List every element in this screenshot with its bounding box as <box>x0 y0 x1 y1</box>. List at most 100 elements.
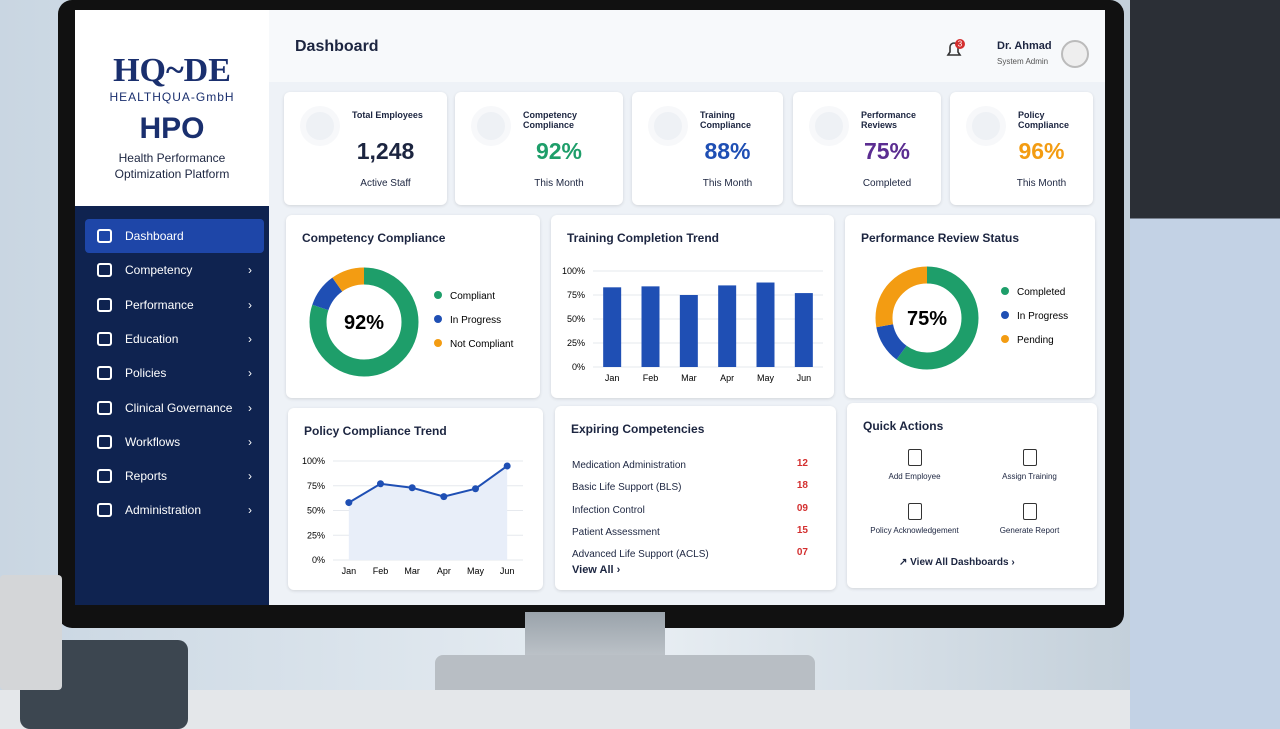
competency-name: Patient Assessment <box>572 526 660 538</box>
competency-name: Medication Administration <box>572 460 686 471</box>
kpi-icon <box>966 106 1006 146</box>
kpi-card: Competency Compliance 92% This Month <box>455 92 623 205</box>
nav-icon <box>97 297 112 312</box>
bar <box>603 287 622 367</box>
company: HEALTHQUA-GmbH <box>109 90 235 104</box>
x-tick-label: Apr <box>720 373 734 383</box>
kpi-card: Total Employees 1,248 Active Staff <box>284 92 447 205</box>
quick-action[interactable]: Generate Report <box>972 499 1087 549</box>
nav-item[interactable]: Policies › <box>85 356 264 390</box>
nav-icon <box>97 229 112 243</box>
expiring-card: Expiring Competencies View All › Medicat… <box>555 406 836 590</box>
kpi-label: Competency Compliance <box>523 110 578 130</box>
y-tick-label: 75% <box>567 290 585 300</box>
chevron: › <box>248 263 252 278</box>
kpi-label: Training Compliance <box>700 110 752 130</box>
quick-actions-card: Quick Actions ↗ View All Dashboards › Ad… <box>847 403 1097 588</box>
chevron: › <box>248 503 252 518</box>
y-tick-label: 50% <box>567 314 585 324</box>
avatar[interactable] <box>1061 40 1089 68</box>
card-title: Quick Actions <box>863 419 944 433</box>
logo: HQ~DE <box>113 52 231 89</box>
point <box>408 484 416 492</box>
bar <box>756 282 775 367</box>
person <box>1130 0 1280 729</box>
donut-center: 92% <box>344 312 384 334</box>
quick-action[interactable]: Add Employee <box>857 445 972 495</box>
competency-name: Basic Life Support (BLS) <box>572 482 682 494</box>
legend-label: Compliant <box>450 291 495 302</box>
y-tick-label: 100% <box>302 456 325 466</box>
nav-label: Policies <box>125 366 167 381</box>
nav-item[interactable]: Reports › <box>85 459 264 493</box>
action-label: Policy Acknowledgement <box>870 526 959 535</box>
x-tick-label: Mar <box>404 566 420 576</box>
kpi-label: Total Employees <box>352 110 423 120</box>
chart: 0% 25% 50% 75% 100% Jan Feb Mar Apr May Jun <box>562 266 823 383</box>
nav-item[interactable]: Administration › <box>85 493 264 527</box>
brand-panel: HQ~DE HEALTHQUA-GmbH HPO Health Performa… <box>75 10 269 206</box>
quick-action[interactable]: Assign Training <box>972 445 1087 495</box>
donut-segment <box>875 266 979 370</box>
y-tick-label: 75% <box>307 481 325 491</box>
page-title: Dashboard <box>295 38 379 55</box>
nav-item[interactable]: Performance › <box>85 288 264 322</box>
kpi-caption: Active Staff <box>360 178 411 189</box>
product: HPO <box>139 112 205 145</box>
user-role: System Admin <box>997 57 1049 66</box>
kpi-caption: Completed <box>862 178 912 189</box>
y-tick-label: 100% <box>562 266 585 276</box>
nav-icon <box>97 469 112 484</box>
training-card: Training Completion Trend 0% 25% 50% 75% 100%… <box>551 215 834 398</box>
bar <box>718 285 737 367</box>
y-tick-label: 25% <box>307 530 325 540</box>
card-title: Policy Compliance Trend <box>304 424 447 438</box>
legend-label: In Progress <box>1017 311 1068 322</box>
bell[interactable]: 3 <box>943 38 967 62</box>
legend-dot <box>434 339 442 347</box>
chevron: › <box>248 366 252 381</box>
x-tick-label: Jun <box>797 373 812 383</box>
competency-count: 09 <box>796 502 808 514</box>
nav-item[interactable]: Education › <box>85 322 264 356</box>
nav-label: Performance <box>125 297 194 312</box>
y-tick-label: 0% <box>312 555 325 565</box>
bar <box>679 295 698 367</box>
bar <box>641 286 660 367</box>
kpi-caption: This Month <box>534 178 584 189</box>
competency-card: Competency Compliance Compliant In Progres… <box>286 215 540 398</box>
nav-label: Education <box>125 331 179 346</box>
view-dashboards[interactable]: ↗ View All Dashboards › <box>899 557 1015 568</box>
x-tick-label: Jan <box>605 373 620 383</box>
chevron: › <box>248 400 252 415</box>
badge-count: 3 <box>958 40 963 49</box>
point <box>377 480 384 488</box>
kpi-card: Performance Reviews 75% Completed <box>793 92 941 205</box>
policy-card: Policy Compliance Trend 0% 25% 50% 75% 100% Ja… <box>288 408 543 590</box>
nav-item[interactable]: Dashboard <box>85 219 264 253</box>
legend-label: In Progress <box>450 315 501 326</box>
y-tick-label: 50% <box>307 506 325 516</box>
legend-label: Not Compliant <box>450 339 514 350</box>
x-tick-label: May <box>467 566 485 576</box>
x-tick-label: Feb <box>643 373 659 383</box>
nav-label: Clinical Governance <box>125 400 233 415</box>
nav-label: Workflows <box>125 434 181 449</box>
competency-name: Infection Control <box>572 504 645 516</box>
nav-item[interactable]: Workflows › <box>85 425 264 459</box>
x-tick-label: Jun <box>500 566 515 576</box>
quick-action[interactable]: Policy Acknowledgement <box>857 499 972 549</box>
view-all[interactable]: View All › <box>572 564 621 576</box>
nav-icon <box>97 263 112 278</box>
link-text: View All <box>572 564 614 576</box>
nav-item[interactable]: Clinical Governance › <box>85 391 264 425</box>
nav-item[interactable]: Competency › <box>85 253 264 287</box>
legend-dot <box>434 291 442 299</box>
x-tick-label: Feb <box>373 566 389 576</box>
action-label: Assign Training <box>1002 472 1057 481</box>
legend-label: Completed <box>1017 287 1065 298</box>
competency-name: Advanced Life Support (ACLS) <box>572 549 709 561</box>
competency-count: 07 <box>796 547 808 559</box>
action-icon <box>907 503 922 520</box>
donut-center: 75% <box>907 308 947 330</box>
